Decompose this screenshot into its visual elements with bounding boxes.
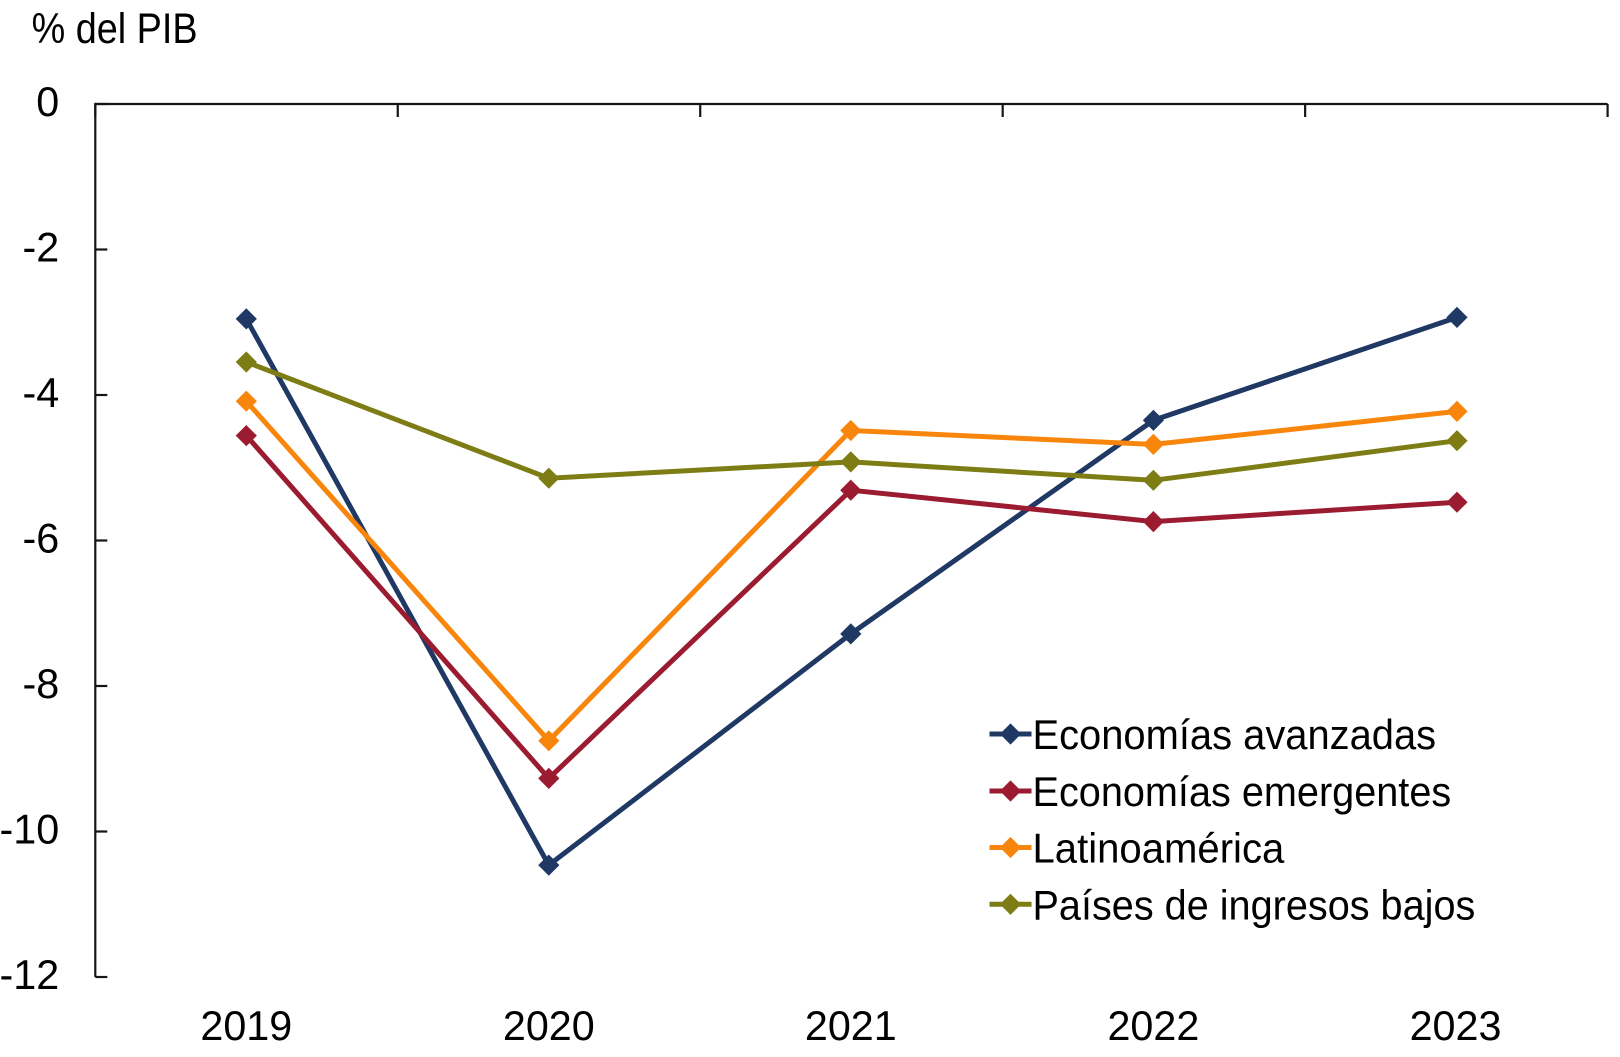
svg-text:Latinoamérica: Latinoamérica <box>1033 825 1285 872</box>
svg-text:-6: -6 <box>22 515 59 561</box>
svg-text:-12: -12 <box>0 952 59 998</box>
svg-text:-10: -10 <box>0 806 59 852</box>
svg-text:-8: -8 <box>22 661 59 707</box>
svg-text:% del PIB: % del PIB <box>32 5 198 53</box>
svg-text:2021: 2021 <box>805 1003 897 1049</box>
svg-text:Economías emergentes: Economías emergentes <box>1033 768 1452 815</box>
svg-text:0: 0 <box>36 79 59 125</box>
svg-text:2022: 2022 <box>1107 1003 1199 1049</box>
svg-text:Economías avanzadas: Economías avanzadas <box>1033 711 1437 758</box>
svg-text:-2: -2 <box>22 224 59 270</box>
svg-text:2023: 2023 <box>1410 1003 1502 1049</box>
svg-text:2019: 2019 <box>200 1003 292 1049</box>
svg-text:Países de ingresos bajos: Países de ingresos bajos <box>1033 882 1476 929</box>
svg-text:2020: 2020 <box>503 1003 595 1049</box>
svg-text:-4: -4 <box>22 370 59 416</box>
